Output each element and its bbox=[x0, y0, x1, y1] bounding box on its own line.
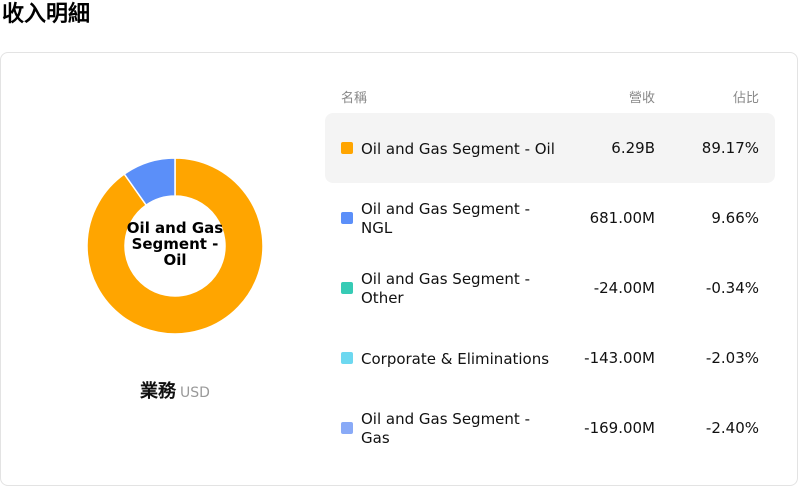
row-name: Oil and Gas Segment - Oil bbox=[361, 139, 555, 158]
legend-swatch bbox=[341, 212, 353, 224]
row-share: -0.34% bbox=[705, 279, 759, 297]
table-row[interactable]: Oil and Gas Segment - Other -24.00M -0.3… bbox=[325, 253, 775, 323]
table-row[interactable]: Oil and Gas Segment - Oil 6.29B 89.17% bbox=[325, 113, 775, 183]
table-row[interactable]: Oil and Gas Segment - NGL 681.00M 9.66% bbox=[325, 183, 775, 253]
column-header-revenue: 營收 bbox=[628, 91, 655, 106]
donut-slice[interactable] bbox=[123, 157, 176, 207]
table-row[interactable]: Corporate & Eliminations -143.00M -2.03% bbox=[325, 323, 775, 393]
row-share: -2.40% bbox=[705, 419, 759, 437]
row-name: Oil and Gas Segment - Gas bbox=[361, 410, 530, 447]
row-name: Oil and Gas Segment - NGL bbox=[361, 200, 530, 237]
segment-type-label: 業務 bbox=[140, 381, 177, 402]
legend-swatch bbox=[341, 142, 353, 154]
column-header-share: 佔比 bbox=[732, 91, 759, 106]
page-title: 收入明細 bbox=[2, 2, 91, 27]
row-share: 89.17% bbox=[701, 139, 759, 157]
row-share: -2.03% bbox=[705, 349, 759, 367]
donut-chart-svg bbox=[86, 157, 264, 335]
donut-slice[interactable] bbox=[86, 157, 264, 335]
donut-chart: Oil and Gas Segment - Oil bbox=[85, 156, 265, 336]
row-revenue: 6.29B bbox=[611, 139, 655, 157]
legend-swatch bbox=[341, 282, 353, 294]
row-name: Corporate & Eliminations bbox=[361, 349, 550, 368]
currency-unit: USD bbox=[180, 385, 210, 401]
legend-swatch bbox=[341, 422, 353, 434]
segment-caption: 業務 USD bbox=[100, 378, 250, 407]
row-revenue: -24.00M bbox=[593, 279, 655, 297]
table-header: 名稱 營收 佔比 bbox=[325, 84, 775, 108]
column-header-name: 名稱 bbox=[341, 91, 368, 106]
donut-center-label: Oil and Gas Segment - Oil bbox=[126, 220, 224, 268]
table-row[interactable]: Oil and Gas Segment - Gas -169.00M -2.40… bbox=[325, 393, 775, 463]
row-name: Oil and Gas Segment - Other bbox=[361, 270, 530, 307]
row-revenue: -169.00M bbox=[584, 419, 655, 437]
row-revenue: 681.00M bbox=[589, 209, 655, 227]
row-share: 9.66% bbox=[711, 209, 759, 227]
legend-swatch bbox=[341, 352, 353, 364]
row-revenue: -143.00M bbox=[584, 349, 655, 367]
